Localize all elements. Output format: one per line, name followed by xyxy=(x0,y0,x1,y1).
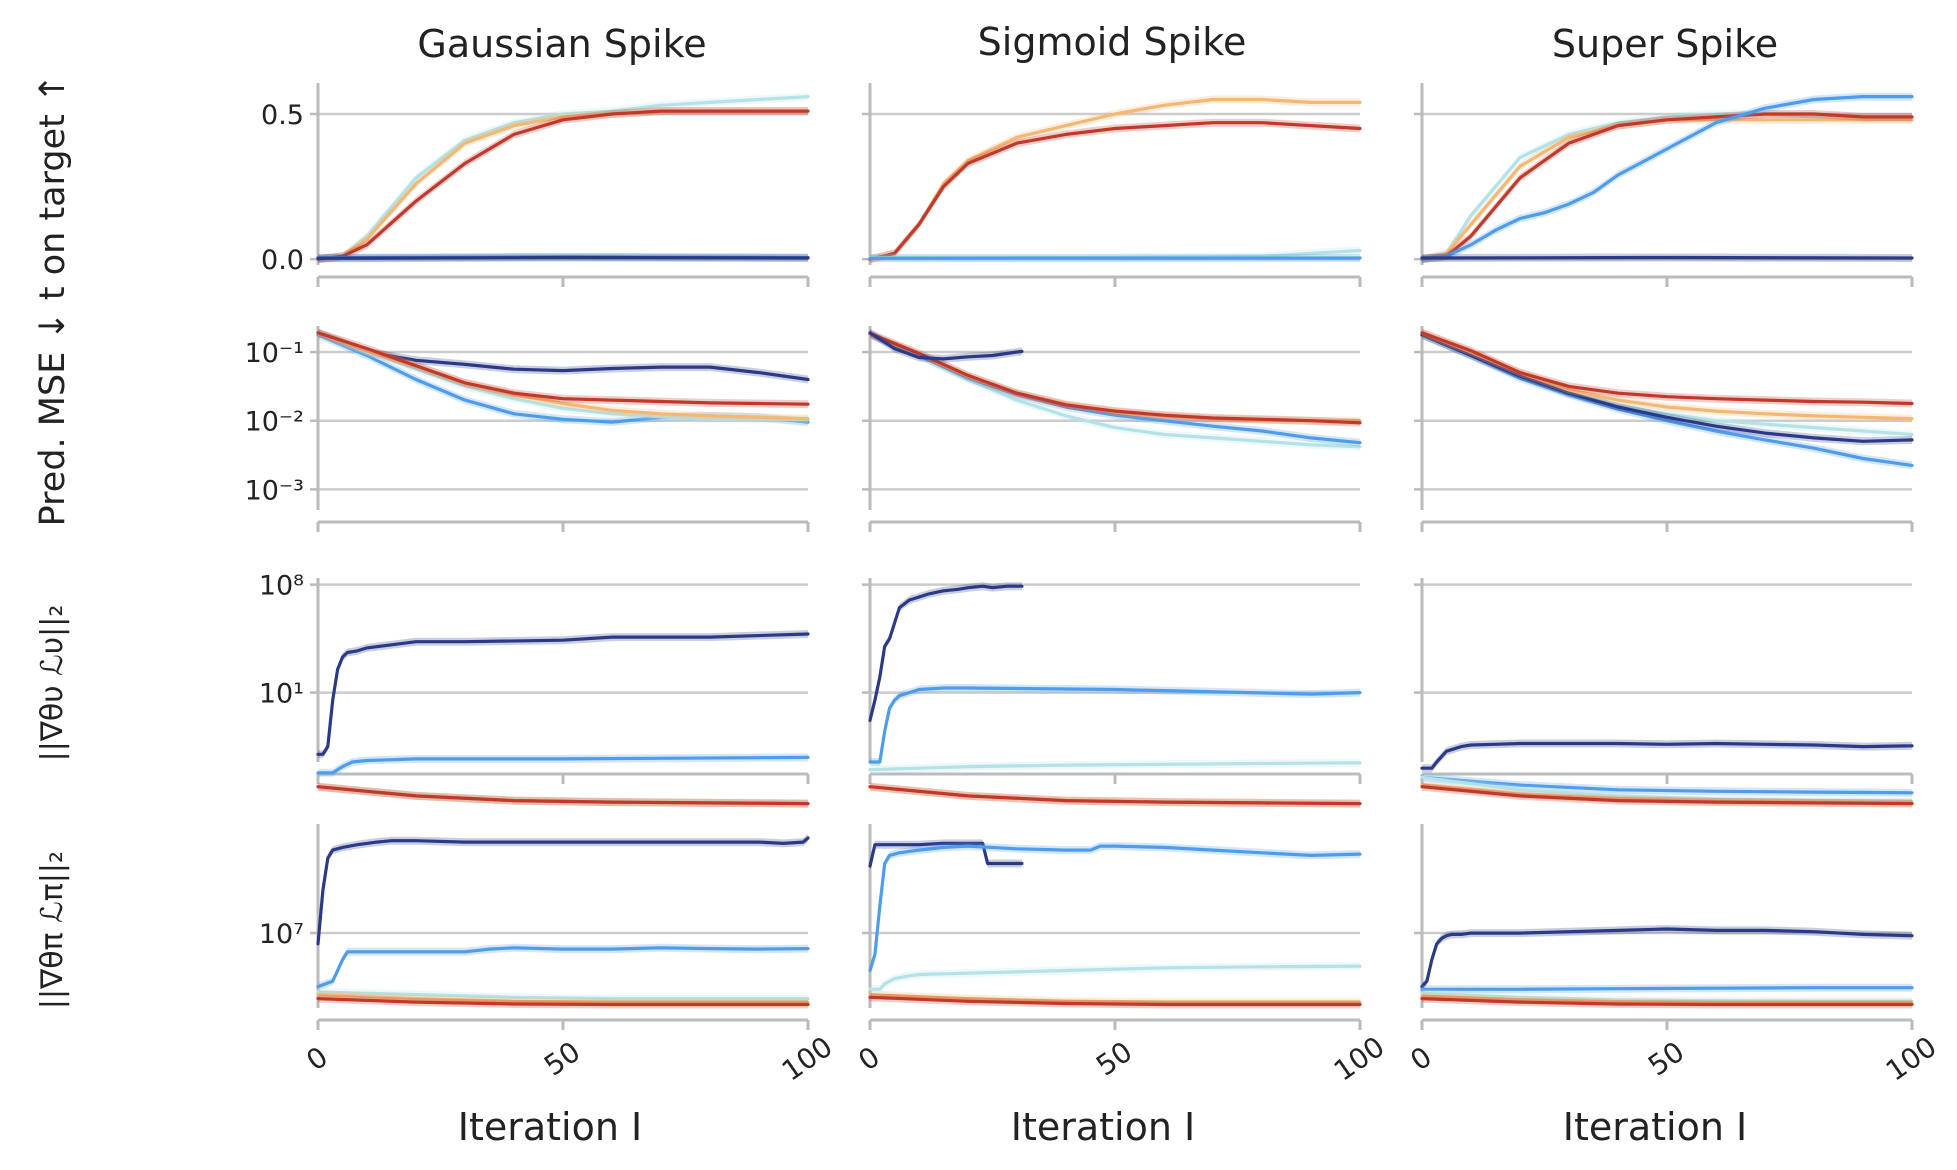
series-line-r2c1-red xyxy=(868,785,1362,806)
series-band-r3c1-blue xyxy=(870,842,1360,975)
row-label-shared-top: Pred. MSE ↓ t on target ↑ xyxy=(33,74,73,527)
xtick-label-r3c0-2: 100 xyxy=(776,1030,839,1088)
series-line-r2c1-cyan xyxy=(868,761,1362,772)
xtick-label-r3c2-0: 0 xyxy=(1404,1040,1438,1077)
series-band-r2c1-blue xyxy=(870,684,1360,766)
xtick-label-r3c0-1: 50 xyxy=(538,1035,586,1082)
series-line-r3c2-orange xyxy=(1420,994,1914,1005)
series-line-r3c0-cyan xyxy=(316,990,810,1001)
ytick-label-r0c0-0: 0.0 xyxy=(261,245,304,276)
series-band-r3c2-navy xyxy=(1422,925,1912,991)
xtick-label-r3c0-0: 0 xyxy=(300,1040,334,1077)
series-line-r3c0-orange xyxy=(316,993,810,1004)
series-line-r3c1-orange xyxy=(868,993,1362,1004)
series-band-r1c1-blue xyxy=(870,330,1360,447)
series-band-r1c1-red xyxy=(870,329,1360,427)
series-line-r0c2-blue xyxy=(1420,95,1914,261)
series-band-r0c0-red xyxy=(318,107,808,264)
panels-group: 0.0 0.5 10⁻¹ 10⁻² 10⁻³ 10⁸ 10¹ 10⁷ 0 50 100 0 50 100 0… xyxy=(245,83,1943,1088)
series-line-r3c2-navy xyxy=(1420,927,1914,989)
series-line-r3c0-red xyxy=(316,997,810,1007)
series-line-r1c1-red xyxy=(868,331,1362,425)
series-band-r3c0-navy xyxy=(318,834,808,948)
ytick-label-r1c0-0: 10⁻¹ xyxy=(245,338,304,369)
ytick-label-r1c0-2: 10⁻³ xyxy=(245,475,304,506)
series-band-r1c1-orange xyxy=(870,330,1360,425)
series-line-r3c2-red xyxy=(1420,997,1914,1007)
series-band-r0c2-cyan xyxy=(1422,110,1912,264)
series-line-r0c0-red xyxy=(316,109,810,261)
series-band-r2c0-navy xyxy=(318,630,808,759)
series-line-r2c1-blue xyxy=(868,686,1362,764)
series-band-r0c1-red xyxy=(870,118,1360,264)
series-line-r3c1-red xyxy=(868,995,1362,1007)
xtick-label-r3c2-2: 100 xyxy=(1880,1030,1943,1088)
series-line-r0c0-cyan xyxy=(316,95,810,261)
series-line-r0c0-orange xyxy=(316,109,810,261)
series-line-r3c1-cyan xyxy=(868,964,1362,991)
series-line-r3c1-navy xyxy=(868,841,1024,868)
series-line-r0c2-red xyxy=(1420,112,1914,261)
row-label-grad-upsilon: ||∇θυ ℒυ||₂ xyxy=(35,605,70,762)
series-band-r1c0-navy xyxy=(318,328,808,384)
series-line-r2c0-blue xyxy=(316,755,810,775)
ytick-label-r3c0-0: 10⁷ xyxy=(259,919,304,950)
series-line-r0c1-red xyxy=(868,121,1362,261)
xtick-label-r3c1-0: 0 xyxy=(852,1040,886,1077)
series-band-r2c2-cyan xyxy=(1422,773,1912,806)
xlabel-col-2: Iteration I xyxy=(1011,1105,1195,1149)
series-line-r2c2-red xyxy=(1420,785,1914,806)
series-line-r1c0-navy xyxy=(316,331,810,382)
series-line-r1c1-navy xyxy=(868,331,1024,361)
series-line-r3c0-blue xyxy=(316,946,810,989)
row-label-grad-pi: ||∇θπ ℒπ||₂ xyxy=(35,851,70,1009)
series-line-r3c1-blue xyxy=(868,844,1362,973)
col-title-sigmoid: Sigmoid Spike xyxy=(978,20,1247,64)
ytick-label-r0c0-1: 0.5 xyxy=(261,100,304,131)
xtick-label-r3c1-2: 100 xyxy=(1328,1030,1391,1088)
xtick-label-r3c1-1: 50 xyxy=(1090,1035,1138,1082)
series-line-r2c2-blue xyxy=(1420,775,1914,795)
series-line-r2c2-navy xyxy=(1420,741,1914,770)
series-line-r1c0-cyan xyxy=(316,331,810,421)
series-line-r3c2-blue xyxy=(1420,986,1914,991)
series-line-r1c1-blue xyxy=(868,333,1362,445)
ytick-label-r2c0-1: 10¹ xyxy=(259,679,304,710)
series-line-r0c0-navy xyxy=(316,255,810,260)
ytick-label-r1c0-1: 10⁻² xyxy=(245,407,304,438)
xlabel-col-3: Iteration I xyxy=(1563,1105,1747,1149)
col-title-super: Super Spike xyxy=(1552,22,1778,66)
series-band-r3c0-blue xyxy=(318,943,808,991)
series-line-r2c1-navy xyxy=(868,584,1024,722)
xtick-label-r3c2-1: 50 xyxy=(1642,1035,1690,1082)
series-band-r1c0-red xyxy=(318,328,808,409)
series-line-r1c2-navy xyxy=(1420,333,1914,443)
series-line-r0c2-cyan xyxy=(1420,112,1914,261)
series-band-r0c0-orange xyxy=(318,107,808,264)
series-line-r2c0-navy xyxy=(316,632,810,756)
series-line-r2c0-red xyxy=(316,785,810,806)
series-band-r2c2-navy xyxy=(1422,739,1912,773)
series-line-r3c0-navy xyxy=(316,836,810,946)
series-band-r1c2-orange xyxy=(1422,328,1912,423)
series-line-r0c2-navy xyxy=(1420,255,1914,260)
xlabel-col-1: Iteration I xyxy=(458,1105,642,1149)
series-band-r1c2-blue xyxy=(1422,330,1912,470)
series-band-r3c1-cyan xyxy=(870,962,1360,994)
ytick-label-r2c0-0: 10⁸ xyxy=(259,571,304,602)
col-title-gaussian: Gaussian Spike xyxy=(417,22,706,66)
series-line-r1c0-red xyxy=(316,331,810,406)
series-line-r1c2-red xyxy=(1420,331,1914,406)
series-band-r1c2-red xyxy=(1422,328,1912,408)
